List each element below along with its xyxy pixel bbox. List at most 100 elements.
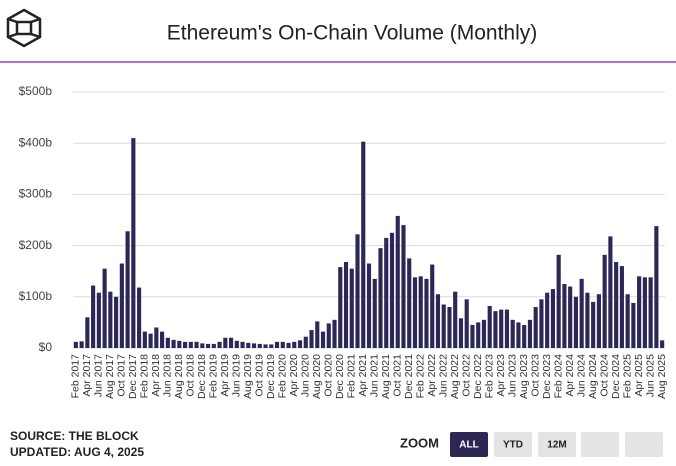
bar — [315, 321, 320, 348]
bar — [228, 337, 234, 348]
bar — [625, 294, 630, 348]
bar — [343, 261, 349, 348]
bar — [320, 331, 326, 348]
x-tick-label: Oct 2018 — [185, 354, 197, 397]
bar — [424, 278, 429, 348]
x-tick-label: Dec 2018 — [196, 354, 208, 399]
x-tick-label: Jun 2024 — [575, 354, 587, 397]
bar — [131, 138, 136, 348]
bar — [447, 307, 452, 348]
bar — [286, 342, 291, 348]
bar — [297, 340, 303, 348]
x-tick-label: Apr 2018 — [150, 354, 162, 397]
bar — [205, 343, 211, 348]
bar — [292, 341, 297, 348]
x-tick-label: Oct 2024 — [598, 354, 610, 397]
zoom-button[interactable] — [494, 432, 532, 457]
x-tick-label: Aug 2021 — [380, 354, 392, 399]
bar — [591, 301, 596, 348]
x-tick-label: Feb 2019 — [208, 354, 220, 399]
bar — [114, 296, 119, 348]
bar — [332, 319, 337, 348]
x-tick-label: Aug 2019 — [242, 354, 254, 399]
y-tick-label: $0 — [39, 340, 53, 354]
x-tick-label: Feb 2024 — [552, 354, 564, 399]
chart-title: Ethereum's On-Chain Volume (Monthly) — [167, 22, 538, 45]
bar — [183, 341, 188, 348]
bar — [654, 226, 659, 348]
bar — [527, 319, 533, 348]
bar — [631, 302, 636, 348]
zoom-button[interactable] — [625, 432, 663, 457]
x-tick-label: Apr 2023 — [495, 354, 507, 397]
bar — [251, 343, 257, 348]
bar — [309, 330, 314, 348]
bar — [395, 215, 400, 348]
x-tick-label: Jun 2022 — [437, 354, 449, 397]
bar — [441, 304, 446, 348]
bar — [401, 225, 406, 348]
bar — [372, 278, 377, 348]
bar — [257, 343, 262, 348]
bar — [102, 268, 107, 348]
bar — [418, 276, 423, 348]
bar — [171, 339, 176, 348]
bar — [504, 309, 510, 348]
bar — [660, 340, 665, 348]
bar — [573, 296, 578, 348]
zoom-button[interactable] — [450, 432, 488, 457]
bar — [539, 299, 544, 348]
y-tick-label: $400b — [19, 135, 53, 149]
bar — [499, 309, 504, 348]
bar — [608, 236, 613, 348]
bar — [79, 341, 84, 348]
zoom-button[interactable] — [581, 432, 619, 457]
bar — [614, 261, 619, 348]
x-tick-label: Aug 2020 — [311, 354, 323, 399]
x-tick-label: Dec 2023 — [541, 354, 553, 399]
bar — [412, 277, 418, 348]
x-tick-label: Jun 2018 — [162, 354, 174, 397]
bar — [148, 333, 153, 348]
x-tick-label: Oct 2021 — [392, 354, 404, 397]
bar — [194, 341, 199, 348]
x-tick-label: Dec 2021 — [403, 354, 415, 399]
x-tick-label: Jun 2021 — [369, 354, 381, 397]
x-tick-label: Oct 2017 — [116, 354, 128, 397]
x-tick-label: Feb 2025 — [621, 354, 633, 399]
bar — [211, 343, 216, 348]
zoom-button-label[interactable]: 12M — [547, 440, 566, 451]
x-tick-label: Feb 2021 — [346, 354, 358, 399]
x-tick-label: Aug 2024 — [587, 354, 599, 399]
bar — [476, 322, 481, 348]
zoom-button[interactable] — [538, 432, 576, 457]
bar — [637, 276, 642, 348]
x-tick-label: Aug 2023 — [518, 354, 530, 399]
zoom-button-label[interactable]: YTD — [503, 440, 523, 451]
y-tick-label: $500b — [19, 84, 53, 98]
bar — [602, 254, 607, 348]
zoom-button-label[interactable]: ALL — [459, 440, 478, 451]
bar — [85, 317, 90, 348]
bar — [481, 319, 487, 348]
x-tick-label: Feb 2022 — [415, 354, 427, 399]
bar — [522, 324, 527, 348]
bar — [349, 268, 354, 348]
x-tick-label: Jun 2023 — [506, 354, 518, 397]
y-tick-label: $100b — [19, 289, 53, 303]
x-tick-label: Aug 2018 — [173, 354, 185, 399]
source: SOURCE: THE BLOCK — [10, 429, 139, 443]
bar — [303, 336, 308, 348]
x-tick-label: Apr 2021 — [357, 354, 369, 397]
bar — [568, 286, 573, 348]
bar — [596, 294, 601, 348]
bar — [619, 266, 624, 348]
x-tick-label: Oct 2019 — [254, 354, 266, 397]
bar — [165, 337, 170, 348]
bar — [142, 331, 147, 348]
x-tick-label: Apr 2024 — [564, 354, 576, 397]
bar — [407, 258, 412, 348]
bar — [96, 292, 101, 348]
x-tick-label: Aug 2017 — [104, 354, 116, 399]
